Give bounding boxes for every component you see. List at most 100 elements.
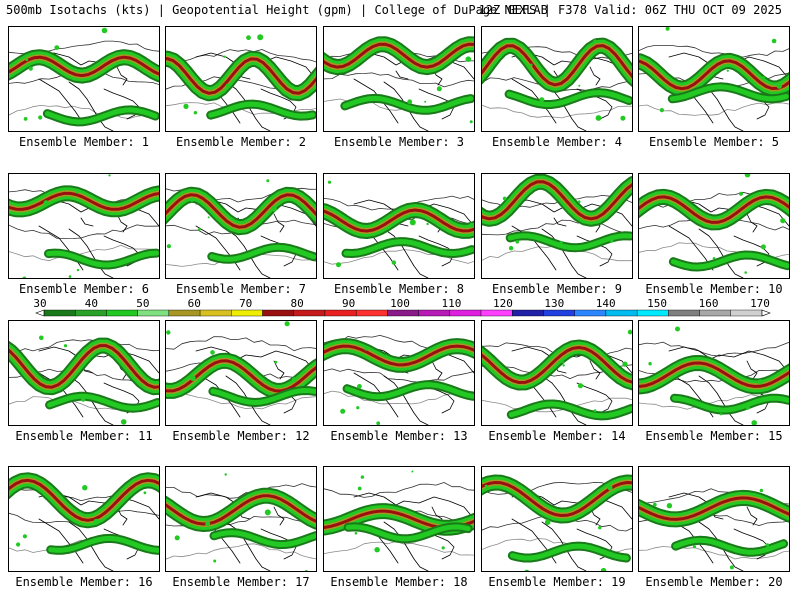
wind-speck [539,97,545,103]
ensemble-member-label: Ensemble Member: 20 [645,575,783,589]
jet-band-core [9,191,159,211]
wind-speck [376,421,381,425]
ensemble-member-map[interactable] [323,26,475,132]
ensemble-member-label: Ensemble Member: 14 [488,429,626,443]
wind-speck [223,55,226,58]
wind-speck [559,241,563,245]
wind-speck [340,408,346,414]
jet-band-core [166,494,316,526]
colorbar-label: 120 [493,297,513,310]
height-contour [9,339,159,353]
wind-speck [274,360,278,364]
wind-speck [213,559,217,563]
ensemble-member-label: Ensemble Member: 10 [645,282,783,296]
ensemble-member-label: Ensemble Member: 17 [172,575,310,589]
ensemble-member-map[interactable] [481,26,633,132]
wind-speck [76,268,80,272]
colorbar-label: 140 [596,297,616,310]
wind-speck [577,200,581,203]
colorbar-label: 80 [290,297,303,310]
ensemble-member-map[interactable] [165,26,317,132]
wind-speck [469,222,474,228]
wind-speck [143,491,147,495]
wind-speck [675,326,680,332]
colorbar-right-arrow [761,309,771,317]
map-canvas [9,335,159,425]
height-contour [166,483,316,499]
wind-speck [760,244,766,250]
wind-speck [465,56,472,62]
ensemble-member-label: Ensemble Member: 8 [333,282,465,296]
wind-speck [354,532,358,535]
jet-band-core [482,180,632,221]
colorbar-label: 70 [239,297,252,310]
wind-speck [391,260,397,265]
ensemble-member-map[interactable] [165,320,317,426]
ensemble-member-map[interactable] [481,466,633,572]
wind-speck [544,519,551,525]
ensemble-member-map[interactable] [638,26,790,132]
ensemble-member-map[interactable] [8,26,160,132]
wind-speck [284,321,290,327]
wind-speck [745,405,750,410]
wind-speck [776,83,782,89]
ensemble-member-map[interactable] [8,173,160,279]
map-canvas [166,34,316,131]
ensemble-member-map[interactable] [165,466,317,572]
wind-speck [609,239,614,243]
ensemble-member-map[interactable] [638,173,790,279]
wind-speck [38,115,43,120]
wind-speck [652,502,657,507]
ensemble-member-map[interactable] [8,466,160,572]
wind-speck [780,218,786,224]
map-canvas [9,174,159,278]
jet-streak [673,537,787,555]
wind-speck [22,276,27,278]
wind-speck [360,475,365,479]
ensemble-member-label: Ensemble Member: 4 [491,135,623,149]
wind-speck [593,409,597,413]
wind-speck [620,115,626,121]
map-canvas [482,37,632,131]
wind-speck [426,222,429,226]
ensemble-member-label: Ensemble Member: 5 [648,135,780,149]
ensemble-member-map[interactable] [323,173,475,279]
jet-band-core [482,346,632,384]
ensemble-member-map[interactable] [323,320,475,426]
wind-speck [595,115,602,121]
map-canvas [482,329,632,425]
wind-speck [22,534,27,539]
wind-speck [193,111,198,115]
ensemble-member-map[interactable] [481,320,633,426]
wind-speck [357,384,362,389]
wind-speck [659,108,664,113]
colorbar-swatch [324,309,357,317]
map-canvas [9,472,159,571]
ensemble-member-map[interactable] [638,320,790,426]
wind-speck [562,364,565,367]
ensemble-member-label: Ensemble Member: 6 [18,282,150,296]
wind-speck [762,76,765,80]
ensemble-member-map[interactable] [165,173,317,279]
jet-band-core [639,496,789,521]
height-contour [482,104,632,119]
colorbar-swatch [699,309,731,317]
wind-speck [384,354,388,358]
map-canvas [639,488,789,571]
height-contour [9,244,159,262]
wind-speck [411,470,414,473]
ensemble-member-map[interactable] [8,320,160,426]
ensemble-member-map[interactable] [638,466,790,572]
ensemble-member-map[interactable] [481,173,633,279]
colorbar-label: 150 [647,297,667,310]
jet-band-core [324,42,474,69]
height-contour [166,393,316,410]
ensemble-member-label: Ensemble Member: 13 [330,429,468,443]
wind-speck [341,59,346,64]
wind-speck [562,361,565,364]
ensemble-member-map[interactable] [323,466,475,572]
wind-speck [23,117,28,121]
height-contour [166,543,316,560]
height-contour [482,219,632,236]
colorbar-label: 100 [390,297,410,310]
